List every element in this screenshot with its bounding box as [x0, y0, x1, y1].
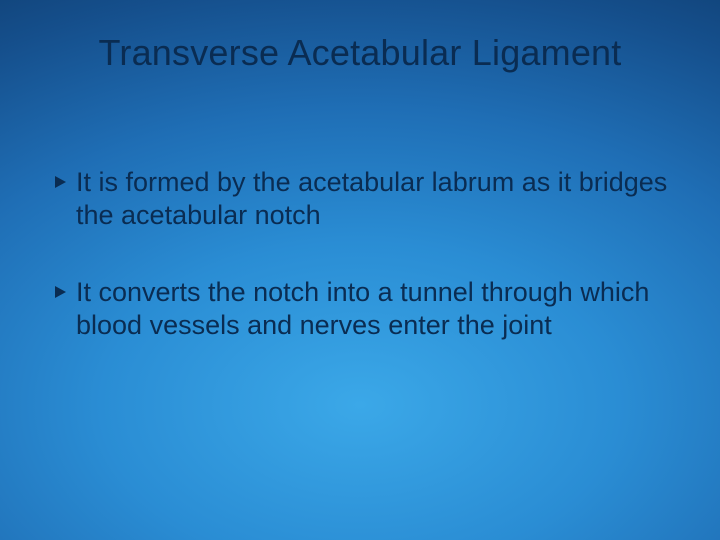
chevron-right-icon	[54, 285, 70, 299]
slide: Transverse Acetabular Ligament It is for…	[0, 0, 720, 540]
slide-content: It is formed by the acetabular labrum as…	[54, 166, 680, 386]
slide-title: Transverse Acetabular Ligament	[0, 32, 720, 74]
bullet-text: It converts the notch into a tunnel thro…	[76, 276, 680, 342]
list-item: It converts the notch into a tunnel thro…	[54, 276, 680, 342]
bullet-text: It is formed by the acetabular labrum as…	[76, 166, 680, 232]
chevron-right-icon	[54, 175, 70, 189]
list-item: It is formed by the acetabular labrum as…	[54, 166, 680, 232]
